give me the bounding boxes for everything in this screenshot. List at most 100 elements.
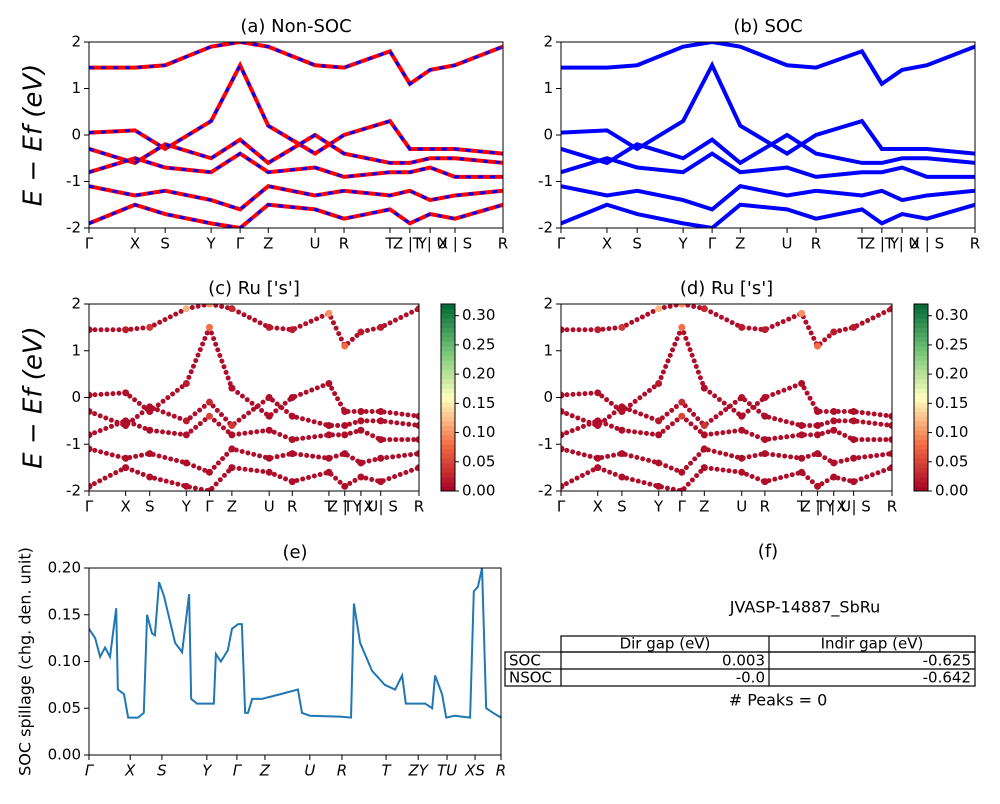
y-tick-label: -1	[538, 172, 553, 190]
weight-point	[594, 389, 602, 397]
band-dots	[89, 412, 419, 443]
weight-point	[182, 482, 190, 490]
weight-point	[357, 417, 365, 425]
weight-point	[594, 464, 602, 472]
weight-point	[830, 459, 838, 467]
colorbar-cell	[914, 364, 928, 370]
colorbar-cell	[914, 313, 928, 319]
x-tick-label: R	[496, 762, 506, 780]
band-dots	[89, 304, 419, 351]
band-line	[561, 132, 975, 166]
weight-point	[325, 379, 333, 387]
colorbar-frame	[440, 303, 456, 492]
x-tick-label: T | U	[884, 235, 920, 253]
table-title: (f)	[758, 541, 778, 562]
weight-point	[265, 454, 273, 462]
weight-point	[377, 408, 385, 416]
weight-point	[888, 412, 892, 420]
colorbar-tick-label: 0.10	[935, 423, 968, 441]
y-tick-label: 1	[543, 341, 553, 359]
x-tick-label: Z	[699, 498, 709, 516]
colorbar-cell	[441, 411, 455, 417]
x-tick-label: R	[887, 498, 897, 516]
x-tick-label: X | S	[364, 498, 398, 516]
colorbar-cell	[441, 332, 455, 338]
band-line-dash	[89, 61, 503, 156]
band-dots	[561, 464, 892, 491]
x-tick-label: S	[157, 762, 167, 780]
x-tick-label: Γ	[85, 498, 94, 516]
colorbar-cell	[441, 434, 455, 441]
weight-point	[182, 431, 190, 439]
colorbar-tick-label: 0.10	[462, 423, 495, 441]
colorbar-cell	[441, 360, 455, 366]
colorbar-cell	[441, 430, 455, 436]
colorbar-tick-label: 0.15	[935, 394, 968, 412]
x-tick-label: Z	[735, 235, 745, 253]
x-tick-label: Γ	[708, 235, 717, 253]
y-tick-label: 0.10	[48, 652, 81, 670]
x-tick-label: R	[811, 235, 821, 253]
colorbar-tick-label: 0.05	[935, 452, 968, 470]
colorbar-cell	[441, 444, 455, 450]
x-tick-label: T	[323, 498, 334, 516]
colorbar-cell	[441, 476, 455, 483]
colorbar-cell	[441, 467, 455, 473]
x-tick-label: X	[602, 235, 612, 253]
colorbar-cell	[914, 467, 928, 473]
weight-point	[377, 454, 385, 462]
weight-point	[738, 412, 746, 420]
colorbar-cell	[914, 392, 928, 398]
y-tick-label: 0.15	[48, 605, 81, 623]
y-tick-label: 0.20	[48, 559, 81, 577]
x-tick-label: X	[130, 235, 140, 253]
weight-point	[655, 431, 663, 439]
weight-point	[205, 304, 213, 308]
weight-point	[798, 454, 806, 462]
x-tick-label: Z	[263, 235, 273, 253]
plot-area	[561, 304, 892, 491]
y-tick-label: 0.00	[48, 746, 81, 764]
x-tick-label: Z | Y	[328, 498, 363, 516]
x-tick-label: Γ	[85, 235, 94, 253]
plot-area	[89, 568, 501, 719]
x-tick-label: T	[384, 235, 395, 253]
weight-point	[655, 379, 663, 387]
weight-point	[415, 305, 419, 313]
weight-point	[357, 408, 365, 416]
weight-point	[761, 450, 769, 458]
weight-point	[850, 478, 858, 486]
x-tick-label: U	[264, 498, 275, 516]
plot-frame	[88, 567, 502, 756]
weight-point	[830, 473, 838, 481]
band-dots	[561, 412, 892, 443]
weight-point	[205, 323, 213, 331]
colorbar-cell	[441, 355, 455, 361]
x-tick-label: R	[339, 235, 349, 253]
colorbar-cell	[914, 346, 928, 352]
colorbar-cell	[441, 318, 455, 324]
weight-point	[288, 436, 296, 444]
weight-point	[341, 482, 349, 490]
weight-point	[377, 478, 385, 486]
colorbar-cell	[441, 453, 455, 459]
colorbar-cell	[441, 346, 455, 352]
x-tick-label: S	[160, 235, 170, 253]
weight-point	[678, 304, 686, 308]
x-tick-label: X | S	[438, 235, 472, 253]
colorbar-cell	[914, 420, 928, 427]
weight-point	[182, 417, 190, 425]
weight-point	[678, 323, 686, 331]
x-tick-label: S	[145, 498, 155, 516]
band-dots	[89, 464, 419, 491]
colorbar-cell	[914, 444, 928, 450]
colorbar-cell	[914, 472, 928, 478]
weight-point	[678, 468, 686, 476]
weight-point	[678, 398, 686, 406]
y-axis-label: E − Ef (eV)	[19, 64, 49, 207]
weight-point	[814, 422, 822, 430]
x-tick-label: R	[287, 498, 297, 516]
y-tick-label: 2	[543, 295, 553, 313]
weight-point	[678, 487, 686, 491]
colorbar-cell	[914, 397, 928, 403]
